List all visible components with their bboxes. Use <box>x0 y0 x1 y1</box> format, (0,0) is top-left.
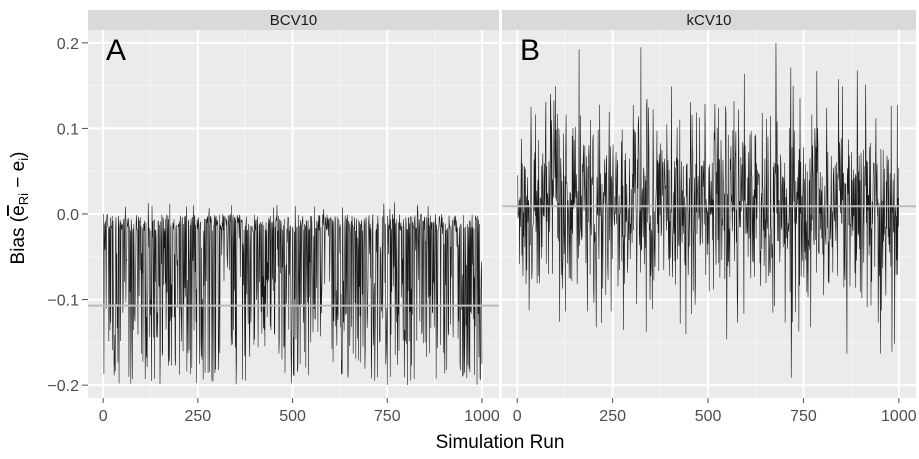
x-tick-label: 1000 <box>881 408 917 425</box>
y-tick-label: 0.0 <box>57 207 79 224</box>
y-axis-title-minus: − e <box>8 161 29 193</box>
x-tick-label: 0 <box>99 408 108 425</box>
y-axis-title-ebar: e <box>8 205 29 216</box>
x-tick-label: 750 <box>374 408 401 425</box>
y-axis-title: Bias (eRi − ei) <box>8 152 31 265</box>
y-axis-title-prefix: Bias ( <box>8 215 29 264</box>
x-tick-label: 250 <box>599 408 626 425</box>
panel-bcv10: BCV10 A 0 250 500 750 1000 <box>88 10 500 425</box>
facet-strip-label: BCV10 <box>270 12 318 29</box>
x-axis-title: Simulation Run <box>436 432 565 453</box>
x-tick-label: 500 <box>279 408 306 425</box>
panel-tag: B <box>520 34 540 67</box>
series-line-kcv10 <box>517 42 900 378</box>
y-tick-labels: −0.2 −0.1 0.0 0.1 0.2 <box>47 36 88 395</box>
panel-kcv10: kCV10 B 0 250 500 750 1000 <box>502 10 917 425</box>
x-tick-label: 0 <box>513 408 522 425</box>
panel-tag: A <box>106 34 126 67</box>
y-tick-label: −0.1 <box>47 293 79 310</box>
y-axis-title-sub-i: i <box>16 158 31 161</box>
x-tick-label: 1000 <box>464 408 500 425</box>
y-tick-label: 0.2 <box>57 36 79 53</box>
y-axis-title-close: ) <box>8 152 29 158</box>
facet-strip <box>502 10 916 30</box>
y-axis-title-sub-ri: Ri <box>16 193 31 205</box>
series-line-bcv10 <box>103 202 483 385</box>
x-tick-label: 750 <box>790 408 817 425</box>
facet-strip <box>88 10 499 30</box>
x-tick-label: 500 <box>695 408 722 425</box>
x-tick-label: 250 <box>185 408 212 425</box>
facet-strip-label: kCV10 <box>686 12 731 29</box>
y-tick-label: 0.1 <box>57 121 79 138</box>
y-tick-label: −0.2 <box>47 378 79 395</box>
